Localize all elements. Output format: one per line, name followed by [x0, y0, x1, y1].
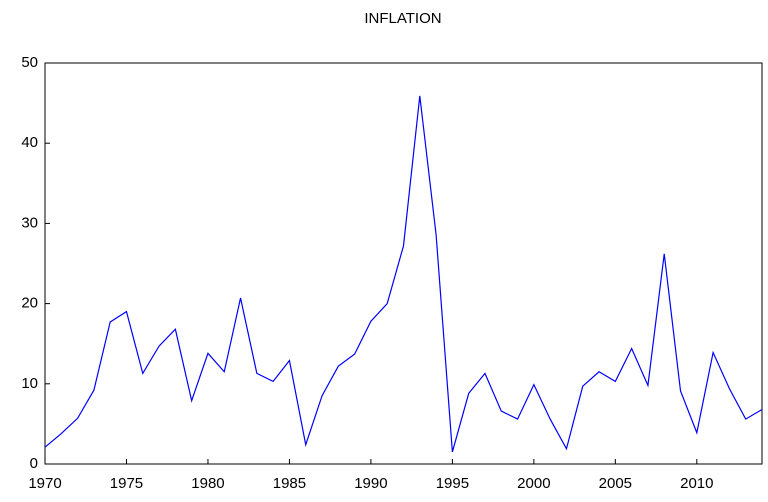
x-tick-label: 1970: [28, 475, 61, 492]
x-tick-label: 1975: [110, 475, 143, 492]
x-tick-label: 2000: [517, 475, 550, 492]
x-tick-label: 1985: [273, 475, 306, 492]
x-tick-label: 1980: [191, 475, 224, 492]
x-tick-label: 1990: [354, 475, 387, 492]
y-tick-label: 20: [21, 295, 38, 312]
y-tick-label: 40: [21, 134, 38, 151]
y-tick-label: 0: [30, 455, 38, 472]
plot-frame: [44, 62, 763, 465]
y-tick-label: 50: [21, 54, 38, 71]
x-tick-label: 1995: [436, 475, 469, 492]
y-tick-label: 30: [21, 214, 38, 231]
x-tick-label: 2010: [680, 475, 713, 492]
x-tick-label: 2005: [599, 475, 632, 492]
y-tick-label: 10: [21, 375, 38, 392]
data-line: [44, 95, 763, 453]
chart-title: INFLATION: [364, 10, 441, 27]
